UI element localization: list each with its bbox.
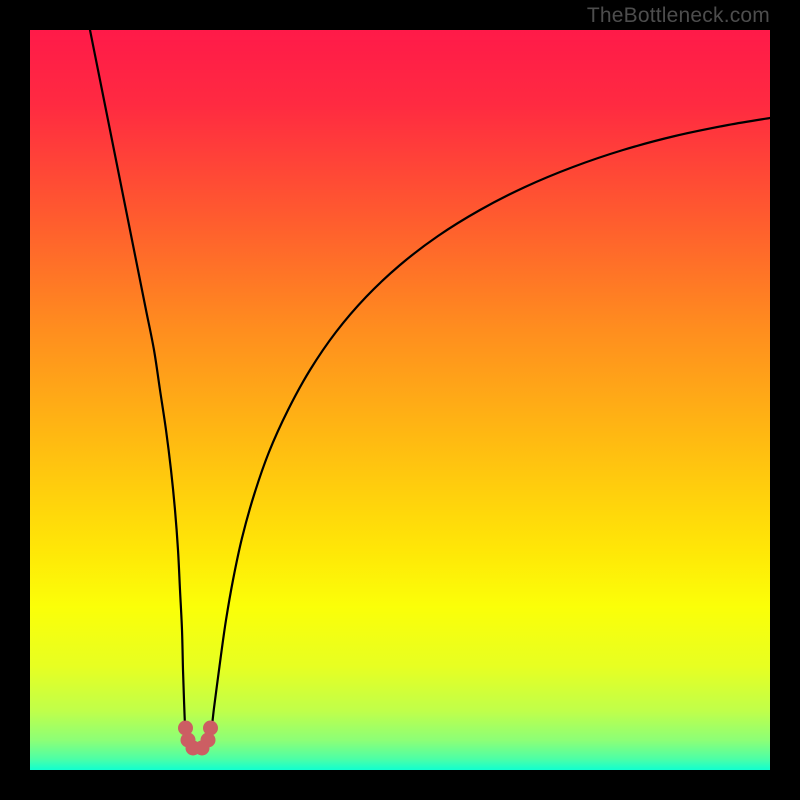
chart-root: { "canvas": { "width": 800, "height": 80… (0, 0, 800, 800)
curve-markers (178, 721, 218, 756)
chart-plot-area (30, 30, 770, 770)
watermark-text: TheBottleneck.com (587, 4, 770, 28)
curve-layer (30, 30, 770, 770)
curve-marker (203, 721, 218, 736)
bottleneck-curve (90, 30, 770, 751)
